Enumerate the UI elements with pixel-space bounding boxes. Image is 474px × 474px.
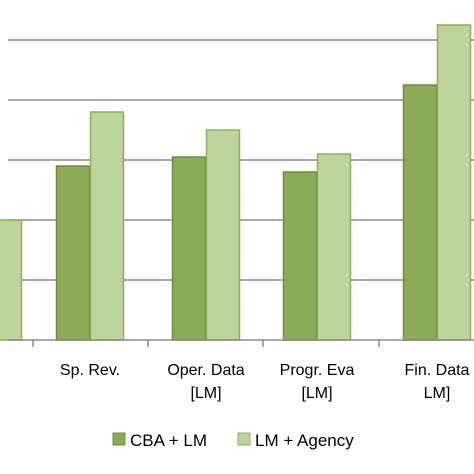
bar-cba-lm bbox=[171, 156, 207, 341]
bars bbox=[0, 24, 472, 341]
legend-label-cba-lm: CBA + LM bbox=[130, 431, 207, 450]
bar-lm-agency bbox=[205, 129, 241, 341]
bar-cba-lm bbox=[402, 84, 438, 341]
bar-lm-agency bbox=[436, 24, 472, 341]
legend-swatch-lm-agency bbox=[237, 432, 251, 446]
bar-lm-agency bbox=[316, 153, 352, 341]
bar-cba-lm bbox=[282, 171, 318, 341]
x-tick-label: [LM] bbox=[190, 385, 221, 402]
legend-label-lm-agency: LM + Agency bbox=[255, 431, 354, 450]
x-tick-label: Fin. Data bbox=[405, 362, 470, 379]
legend: CBA + LM LM + Agency bbox=[112, 431, 354, 450]
x-axis bbox=[8, 339, 474, 347]
bar-lm-agency bbox=[0, 219, 23, 341]
x-tick-label: [LM] bbox=[301, 385, 332, 402]
bar-cba-lm bbox=[55, 165, 91, 341]
bar-lm-agency bbox=[89, 111, 125, 341]
x-tick-label: Progr. Eva bbox=[280, 362, 355, 379]
x-tick-labels: PISp. Rev.Oper. Data[LM]Progr. Eva[LM]Fi… bbox=[60, 362, 470, 402]
x-tick-label: Oper. Data bbox=[167, 362, 244, 379]
legend-swatch-cba-lm bbox=[112, 432, 126, 446]
x-tick-label: LM] bbox=[424, 385, 451, 402]
x-tick-label: Sp. Rev. bbox=[60, 362, 120, 379]
